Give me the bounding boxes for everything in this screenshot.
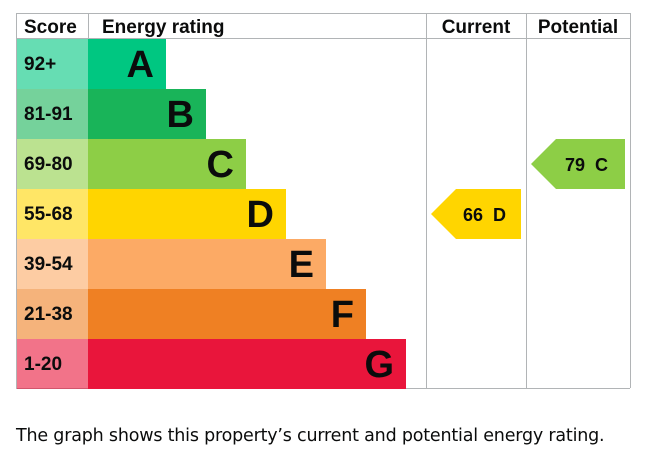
rating-letter-f: F [331,294,354,336]
score-range-b: 81-91 [24,104,73,125]
score-header: Score [24,17,77,38]
score-range-e: 39-54 [24,254,73,275]
current-rating-arrow [431,189,521,239]
chart-headers: Score Energy rating Current Potential [24,17,618,38]
rating-letter-c: C [207,144,234,186]
rating-bar-g [88,339,406,389]
rating-letter-b: B [167,94,194,136]
rating-bar-c [88,139,246,189]
potential-rating-label: 79 C [565,155,608,175]
energy-rating-header: Energy rating [102,17,224,38]
rating-bar-d [88,189,286,239]
score-range-a: 92+ [24,54,56,75]
score-range-g: 1-20 [24,354,62,375]
rating-bar-f [88,289,366,339]
rating-letter-d: D [247,194,274,236]
rating-letter-a: A [127,44,154,86]
rating-letter-g: G [364,344,394,386]
score-range-c: 69-80 [24,154,73,175]
rating-bar-e [88,239,326,289]
rating-indicators: 66 D 79 C [431,139,625,239]
score-cell-d [17,189,88,239]
rating-bar-a [88,39,166,89]
potential-rating-arrow [531,139,625,189]
rating-bar-b [88,89,206,139]
score-cell-g [17,339,88,389]
potential-header: Potential [538,17,618,38]
current-header: Current [442,17,511,38]
score-cell-a [17,39,88,89]
score-cell-f [17,289,88,339]
score-cell-c [17,139,88,189]
energy-rating-chart: Score Energy rating Current Potential 92+ A 8… [16,13,631,389]
score-range-f: 21-38 [24,304,73,325]
chart-caption: The graph shows this property’s current … [16,426,605,446]
rating-bands: 92+ A 81-91 B 69-80 C 55-68 D 39-54 E 21-38 F 1-20 G [17,39,406,389]
score-range-d: 55-68 [24,204,73,225]
rating-letter-e: E [289,244,314,286]
score-cell-e [17,239,88,289]
score-cell-b [17,89,88,139]
current-rating-label: 66 D [463,205,506,225]
